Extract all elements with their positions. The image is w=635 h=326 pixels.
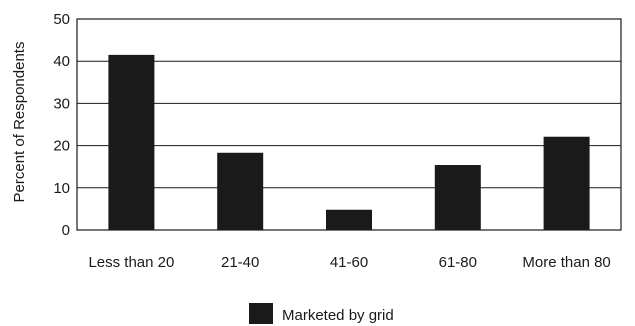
y-tick-label: 0 [62,222,70,239]
plot-frame [76,18,622,231]
y-tick-label: 10 [53,180,70,197]
gridlines [77,60,621,189]
y-tick-label: 40 [53,53,70,70]
y-tick-label: 30 [53,95,70,112]
x-category-label: 61-80 [439,254,477,271]
x-category-label: Less than 20 [88,254,174,271]
bar-3 [434,165,481,230]
bar-4 [543,136,590,230]
y-axis-ticks: 0 10 20 30 40 50 [53,11,70,239]
legend-swatch [249,303,273,324]
x-category-label: More than 80 [522,254,610,271]
bar-0 [108,54,155,231]
bar-2 [326,209,372,230]
y-tick-label: 50 [53,11,70,28]
bar-1 [217,152,264,230]
x-category-label: 41-60 [330,254,368,271]
bars [108,54,590,231]
x-axis-categories: Less than 20 21-40 41-60 61-80 More than 80 [88,254,610,271]
y-axis-label: Percent of Respondents [11,42,28,203]
legend: Marketed by grid [249,303,394,324]
legend-label: Marketed by grid [282,307,394,324]
x-category-label: 21-40 [221,254,259,271]
y-tick-label: 20 [53,138,70,155]
